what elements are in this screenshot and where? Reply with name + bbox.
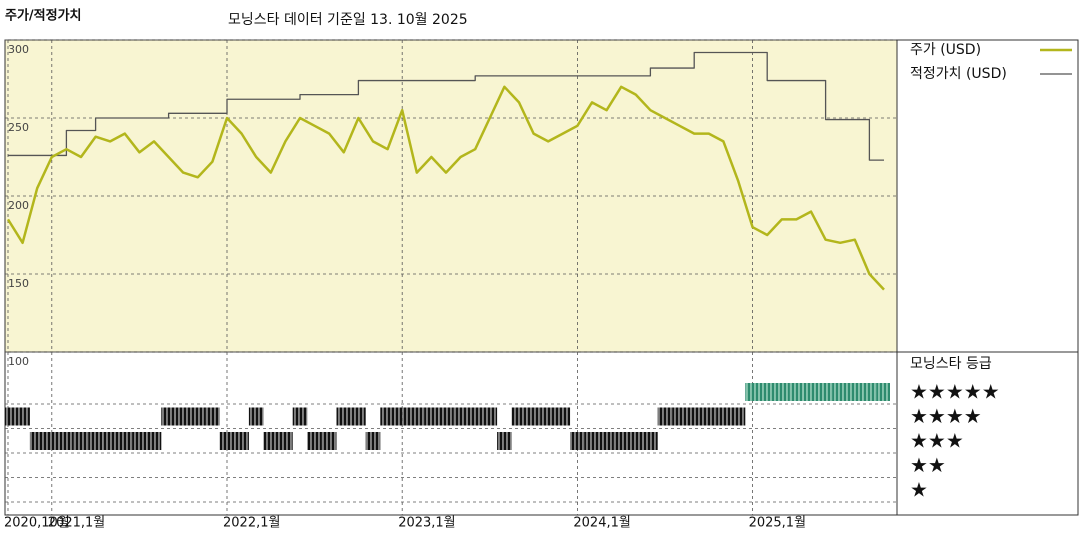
rating-bar [759,383,775,401]
rating-bar [526,407,541,426]
rating-bar [453,407,468,426]
rating-bar [424,407,439,426]
rating-label: ★★★★ [910,404,982,428]
rating-bar [102,432,118,450]
rating-bar [686,407,702,426]
rating-bar [394,407,410,426]
rating-bar [701,407,717,426]
price-line [6,85,885,291]
rating-bar [555,407,571,426]
rating-bar [672,407,687,426]
rating-bar [570,432,585,450]
chart-title: 주가/적정가치 [5,8,82,24]
y-tick-label: 150 [8,277,29,290]
rating-bar [278,432,293,450]
rating-bar [263,432,279,450]
rating-bar [15,407,30,426]
rating-bar [205,407,220,426]
rating-bar [657,407,673,426]
legend-label: 적정가치 (USD) [910,66,1007,82]
rating-label: ★★★ [910,429,964,453]
rating-bar [540,407,556,426]
rating-bar [803,383,819,401]
rating-bar [132,432,147,450]
rating-bar [73,432,89,450]
rating-bar [789,383,804,401]
rating-bar [862,383,877,401]
rating-bar [380,407,395,426]
y-tick-label: 200 [8,199,29,212]
y-tick-label: 100 [8,355,29,368]
rating-bar [497,432,512,450]
y-tick-label: 250 [8,121,29,134]
rating-bar [234,432,249,450]
rating-bar [628,432,644,450]
rating-bar [745,383,760,401]
rating-bar [117,432,133,450]
rating-bar [146,432,162,450]
x-tick-label: 2023,1월 [398,516,455,531]
rating-bar [44,432,60,450]
x-tick-label: 2021,1월 [48,516,105,531]
x-tick-label: 2020,10월 [4,516,70,531]
rating-bar [716,407,731,426]
rating-bar [409,407,425,426]
x-tick-label: 2022,1월 [223,516,280,531]
rating-bar [774,383,790,401]
rating-label: ★ [910,478,928,502]
rating-bar [190,407,206,426]
rating-bar [730,407,746,426]
rating-bar [292,407,308,426]
rating-bar [847,383,863,401]
rating-bar [175,407,191,426]
rating-bar [307,432,322,450]
rating-bar [248,407,264,426]
rating-bar [467,407,483,426]
rating-label: ★★★★★ [910,380,1000,404]
rating-bar [336,407,352,426]
rating-bar [59,432,74,450]
rating-bar [876,383,890,401]
rating-bar [482,407,498,426]
rating-bar [438,407,454,426]
x-tick-label: 2025,1월 [749,516,806,531]
rating-bar [511,407,527,426]
rating-bar [219,432,235,450]
rating-bar [584,432,600,450]
rating-bar [365,432,381,450]
x-tick-label: 2024,1월 [573,516,630,531]
rating-bar [613,432,629,450]
rating-bar [88,432,103,450]
legend-label: 주가 (USD) [910,42,981,58]
y-tick-label: 300 [8,43,29,56]
rating-bar [5,407,16,426]
rating-bar [321,432,337,450]
fair-value-line [8,51,884,161]
rating-bar [832,383,848,401]
rating-bar [351,407,366,426]
chart-subtitle: 모닝스타 데이터 기준일 13. 10월 2025 [228,12,468,28]
rating-bar [818,383,833,401]
rating-bar [29,432,45,450]
rating-bar [643,432,658,450]
rating-bar [161,407,176,426]
rating-title: 모닝스타 등급 [910,356,992,372]
rating-bar [599,432,614,450]
rating-label: ★★ [910,453,946,477]
